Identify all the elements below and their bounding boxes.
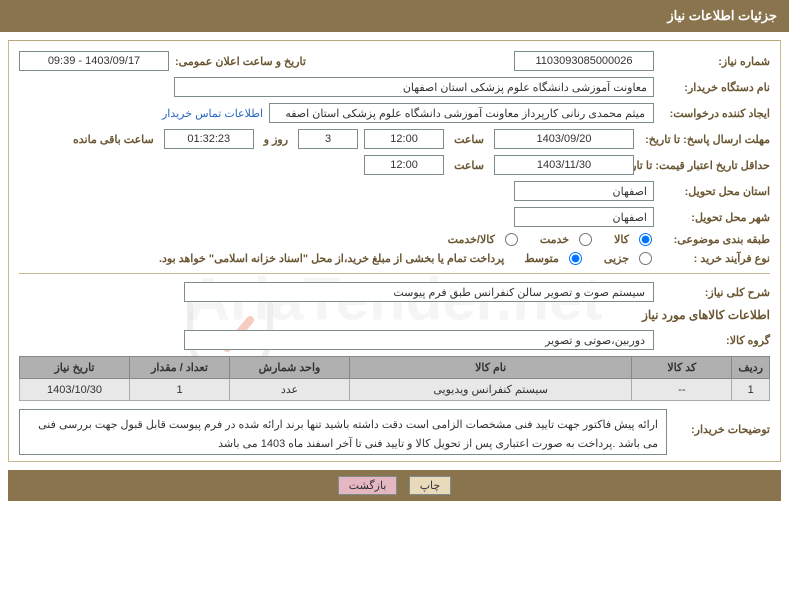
row-buyer-org: نام دستگاه خریدار: <box>19 77 770 97</box>
need-number-field <box>514 51 654 71</box>
main-panel: شماره نیاز: تاریخ و ساعت اعلان عمومی: نا… <box>8 40 781 462</box>
proc-medium-label: متوسط <box>510 252 559 265</box>
row-deadline: مهلت ارسال پاسخ: تا تاریخ: ساعت روز و سا… <box>19 129 770 149</box>
buyer-notes-label: توضیحات خریدار: <box>675 409 770 436</box>
need-number-label: شماره نیاز: <box>660 55 770 68</box>
proc-medium-radio[interactable] <box>569 252 582 265</box>
deadline-label: مهلت ارسال پاسخ: تا تاریخ: <box>640 133 770 146</box>
cat-both-label: کالا/خدمت <box>434 233 495 246</box>
announce-label: تاریخ و ساعت اعلان عمومی: <box>175 55 306 68</box>
buyer-org-field <box>174 77 654 97</box>
group-field <box>184 330 654 350</box>
cat-service-label: خدمت <box>526 233 569 246</box>
row-buyer-notes: توضیحات خریدار: ارائه پیش فاکتور جهت تای… <box>19 409 770 455</box>
divider-1 <box>19 273 770 274</box>
validity-time-label: ساعت <box>450 159 488 172</box>
validity-label: حداقل تاریخ اعتبار قیمت: تا تاریخ: <box>640 159 770 172</box>
cat-service-radio[interactable] <box>579 233 592 246</box>
back-button[interactable]: بازگشت <box>338 476 398 495</box>
th-unit: واحد شمارش <box>230 357 350 379</box>
process-label: نوع فرآیند خرید : <box>660 252 770 265</box>
proc-partial-radio[interactable] <box>639 252 652 265</box>
group-label: گروه کالا: <box>660 334 770 347</box>
city-field <box>514 207 654 227</box>
deadline-time-field <box>364 129 444 149</box>
province-label: استان محل تحویل: <box>660 185 770 198</box>
deadline-time-label: ساعت <box>450 133 488 146</box>
print-button[interactable]: چاپ <box>409 476 452 495</box>
th-row: ردیف <box>732 357 770 379</box>
buyer-notes-box: ارائه پیش فاکتور جهت تایید فنی مشخصات ال… <box>19 409 667 455</box>
process-radio-group: جزیی متوسط <box>510 252 654 265</box>
remaining-time-field <box>164 129 254 149</box>
row-city: شهر محل تحویل: <box>19 207 770 227</box>
th-qty: تعداد / مقدار <box>130 357 230 379</box>
panel-title: جزئیات اطلاعات نیاز <box>667 8 777 23</box>
td-date: 1403/10/30 <box>20 379 130 401</box>
th-date: تاریخ نیاز <box>20 357 130 379</box>
announce-field <box>19 51 169 71</box>
row-province: استان محل تحویل: <box>19 181 770 201</box>
panel-header: جزئیات اطلاعات نیاز <box>0 0 789 32</box>
proc-partial-label: جزیی <box>590 252 629 265</box>
category-label: طبقه بندی موضوعی: <box>660 233 770 246</box>
city-label: شهر محل تحویل: <box>660 211 770 224</box>
contact-buyer-link[interactable]: اطلاعات تماس خریدار <box>162 107 263 120</box>
th-name: نام کالا <box>350 357 632 379</box>
deadline-date-field <box>494 129 634 149</box>
days-and-label: روز و <box>260 133 292 146</box>
row-description: شرح کلی نیاز: <box>19 282 770 302</box>
table-row: 1 -- سیستم کنفرانس ویدیویی عدد 1 1403/10… <box>20 379 770 401</box>
td-row: 1 <box>732 379 770 401</box>
cat-both-radio[interactable] <box>505 233 518 246</box>
validity-time-field <box>364 155 444 175</box>
payment-note: پرداخت تمام یا بخشی از مبلغ خرید،از محل … <box>159 252 504 265</box>
td-code: -- <box>632 379 732 401</box>
row-need-number: شماره نیاز: تاریخ و ساعت اعلان عمومی: <box>19 51 770 71</box>
th-code: کد کالا <box>632 357 732 379</box>
row-category: طبقه بندی موضوعی: کالا خدمت کالا/خدمت <box>19 233 770 246</box>
desc-field <box>184 282 654 302</box>
requester-label: ایجاد کننده درخواست: <box>660 107 770 120</box>
items-section-title: اطلاعات کالاهای مورد نیاز <box>19 308 770 322</box>
table-header-row: ردیف کد کالا نام کالا واحد شمارش تعداد /… <box>20 357 770 379</box>
cat-goods-radio[interactable] <box>639 233 652 246</box>
validity-date-field <box>494 155 634 175</box>
days-field <box>298 129 358 149</box>
items-table: ردیف کد کالا نام کالا واحد شمارش تعداد /… <box>19 356 770 401</box>
td-unit: عدد <box>230 379 350 401</box>
category-radio-group: کالا خدمت کالا/خدمت <box>434 233 654 246</box>
remaining-label: ساعت باقی مانده <box>69 133 158 146</box>
province-field <box>514 181 654 201</box>
buyer-org-label: نام دستگاه خریدار: <box>660 81 770 94</box>
row-requester: ایجاد کننده درخواست: اطلاعات تماس خریدار <box>19 103 770 123</box>
row-validity: حداقل تاریخ اعتبار قیمت: تا تاریخ: ساعت <box>19 155 770 175</box>
cat-goods-label: کالا <box>600 233 629 246</box>
td-qty: 1 <box>130 379 230 401</box>
td-name: سیستم کنفرانس ویدیویی <box>350 379 632 401</box>
desc-label: شرح کلی نیاز: <box>660 286 770 299</box>
footer-bar: چاپ بازگشت <box>8 470 781 501</box>
row-group: گروه کالا: <box>19 330 770 350</box>
row-process: نوع فرآیند خرید : جزیی متوسط پرداخت تمام… <box>19 252 770 265</box>
requester-field <box>269 103 654 123</box>
